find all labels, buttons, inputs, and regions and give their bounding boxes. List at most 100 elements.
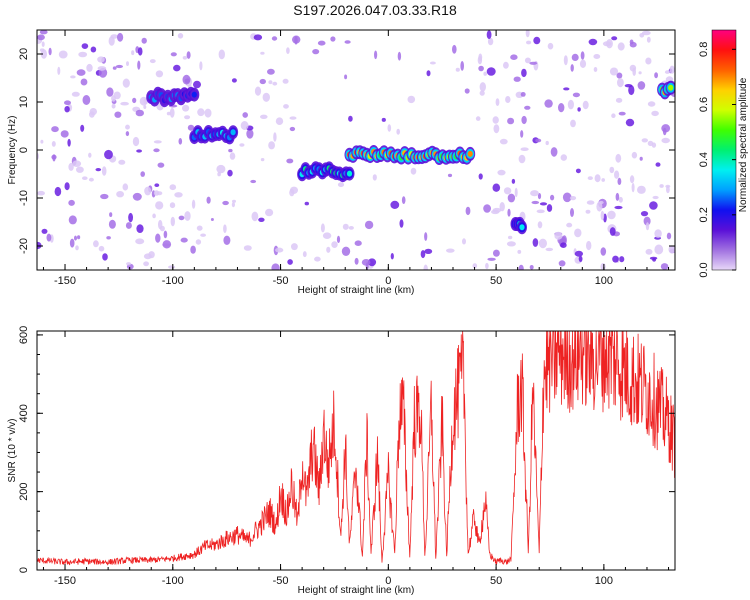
spectrogram-noise-blob bbox=[570, 119, 576, 128]
spectrogram-noise-blob bbox=[638, 71, 642, 75]
y-tick-label: 200 bbox=[18, 482, 30, 500]
spectrogram-noise-blob bbox=[229, 152, 236, 160]
spectrogram-noise-blob bbox=[426, 70, 431, 77]
spectrogram-noise-blob bbox=[68, 162, 74, 171]
spectrogram-noise-blob bbox=[579, 59, 587, 68]
colorbar: 0.0 0.2 0.4 0.6 0.8 Normalized spectral ampli… bbox=[698, 29, 749, 278]
spectrogram-noise-blob bbox=[122, 78, 130, 88]
spectrogram-noise-blob bbox=[125, 222, 132, 229]
spectrogram-noise-blob bbox=[615, 97, 623, 103]
spectrogram-noise-blob bbox=[141, 37, 147, 44]
spectrogram-noise-blob bbox=[577, 107, 581, 112]
spectrogram-noise-blob bbox=[206, 196, 211, 204]
spectrogram-noise-blob bbox=[574, 228, 582, 238]
spectrogram-noise-blob bbox=[170, 52, 177, 57]
y-tick-label: 10 bbox=[18, 96, 30, 108]
spectrogram-noise-blob bbox=[260, 51, 265, 55]
spectrogram-noise-blob bbox=[82, 176, 88, 180]
spectrogram-noise-blob bbox=[289, 126, 296, 132]
spectrogram-noise-blob bbox=[106, 87, 114, 97]
spectrogram-noise-blob bbox=[478, 65, 484, 72]
spectrogram-noise-blob bbox=[525, 30, 530, 38]
colorbar-label: Normalized spectral amplitude bbox=[738, 77, 749, 212]
spectrogram-noise-blob bbox=[499, 202, 505, 212]
spectrogram-noise-blob bbox=[178, 138, 183, 145]
spectrogram-noise-blob bbox=[361, 259, 371, 266]
spectrogram-noise-blob bbox=[560, 242, 567, 248]
spectrogram-noise-blob bbox=[290, 186, 298, 194]
spectrogram-noise-blob bbox=[153, 140, 162, 144]
spectrogram-noise-blob bbox=[492, 207, 502, 213]
spectrogram-noise-blob bbox=[71, 91, 80, 97]
spectrogram-noise-blob bbox=[222, 200, 229, 206]
y-axis-label: Frequency (Hz) bbox=[7, 116, 18, 185]
spectrogram-noise-blob bbox=[462, 238, 466, 245]
spectrogram-noise-blob bbox=[643, 216, 651, 226]
spectrogram-noise-blob bbox=[283, 104, 289, 109]
feature-core bbox=[346, 170, 353, 177]
spectrogram-noise-blob bbox=[526, 40, 532, 45]
colorbar-tick-label: 0.2 bbox=[698, 207, 710, 222]
spectrogram-noise-blob bbox=[317, 40, 326, 46]
spectrogram-noise-blob bbox=[314, 256, 321, 262]
spectrogram-noise-blob bbox=[640, 211, 649, 217]
spectrogram-noise-blob bbox=[455, 67, 460, 72]
spectrogram-noise-blob bbox=[294, 36, 298, 45]
spectrogram-noise-blob bbox=[260, 158, 265, 162]
spectrogram-noise-blob bbox=[628, 85, 635, 96]
spectrogram-noise-blob bbox=[97, 56, 105, 63]
spectrogram-noise-blob bbox=[558, 260, 566, 267]
spectrogram-noise-blob bbox=[582, 100, 589, 110]
colorbar-tick-label: 0.0 bbox=[698, 262, 710, 277]
spectrogram-noise-blob bbox=[191, 199, 196, 209]
spectrogram-noise-blob bbox=[46, 233, 52, 242]
spectrogram-noise-blob bbox=[533, 36, 541, 45]
spectrogram-noise-blob bbox=[131, 50, 135, 56]
spectrogram-noise-blob bbox=[529, 61, 538, 65]
spectrogram-noise-blob bbox=[180, 237, 188, 243]
spectrogram-noise-blob bbox=[216, 164, 226, 174]
spectrogram-noise-blob bbox=[651, 110, 659, 117]
spectrogram-noise-blob bbox=[655, 162, 661, 167]
spectrogram-noise-blob bbox=[64, 182, 70, 191]
spectrogram-noise-blob bbox=[645, 57, 652, 65]
x-axis-label: Height of straight line (km) bbox=[298, 585, 415, 596]
spectrogram-noise-blob bbox=[186, 51, 191, 59]
spectrogram-noise-blob bbox=[668, 245, 675, 254]
spectrogram-noise-blob bbox=[495, 98, 500, 106]
spectrogram-noise-blob bbox=[60, 130, 69, 138]
spectrogram-noise-blob bbox=[80, 78, 88, 86]
spectrogram-noise-blob bbox=[507, 117, 515, 125]
snr-frame bbox=[36, 330, 676, 571]
spectrogram-noise-blob bbox=[487, 37, 494, 46]
spectrogram-noise-blob bbox=[76, 166, 84, 173]
spectrogram-noise-blob bbox=[155, 201, 164, 210]
x-tick-label: 100 bbox=[595, 575, 613, 587]
spectrogram-noise-blob bbox=[344, 74, 348, 80]
spectrogram-noise-blob bbox=[341, 246, 351, 256]
spectrogram-noise-blob bbox=[609, 227, 616, 236]
spectrogram-noise-blob bbox=[204, 108, 212, 118]
y-tick-label: 0 bbox=[18, 147, 30, 153]
spectrogram-noise-blob bbox=[337, 182, 345, 188]
spectrogram-noise-blob bbox=[641, 138, 648, 143]
spectrogram-noise-blob bbox=[566, 222, 573, 228]
spectrogram-noise-blob bbox=[510, 54, 518, 60]
spectrogram-noise-blob bbox=[666, 232, 672, 240]
spectrogram-noise-blob bbox=[479, 90, 485, 96]
y-tick-label: -10 bbox=[18, 190, 30, 206]
spectrogram-noise-blob bbox=[210, 218, 214, 221]
spectrogram-noise-blob bbox=[287, 259, 293, 265]
spectrogram-noise-blob bbox=[624, 84, 633, 88]
spectrogram-noise-blob bbox=[631, 151, 638, 159]
spectrogram-noise-blob bbox=[163, 230, 168, 239]
spectrogram-noise-blob bbox=[182, 56, 188, 60]
spectrogram-noise-blob bbox=[396, 128, 401, 135]
x-tick-label: -100 bbox=[162, 275, 184, 287]
spectrogram-noise-blob bbox=[122, 183, 129, 191]
spectrogram-noise-blob bbox=[88, 152, 92, 158]
spectrogram-noise-blob bbox=[612, 255, 619, 263]
spectrogram-noise-blob bbox=[197, 108, 205, 117]
